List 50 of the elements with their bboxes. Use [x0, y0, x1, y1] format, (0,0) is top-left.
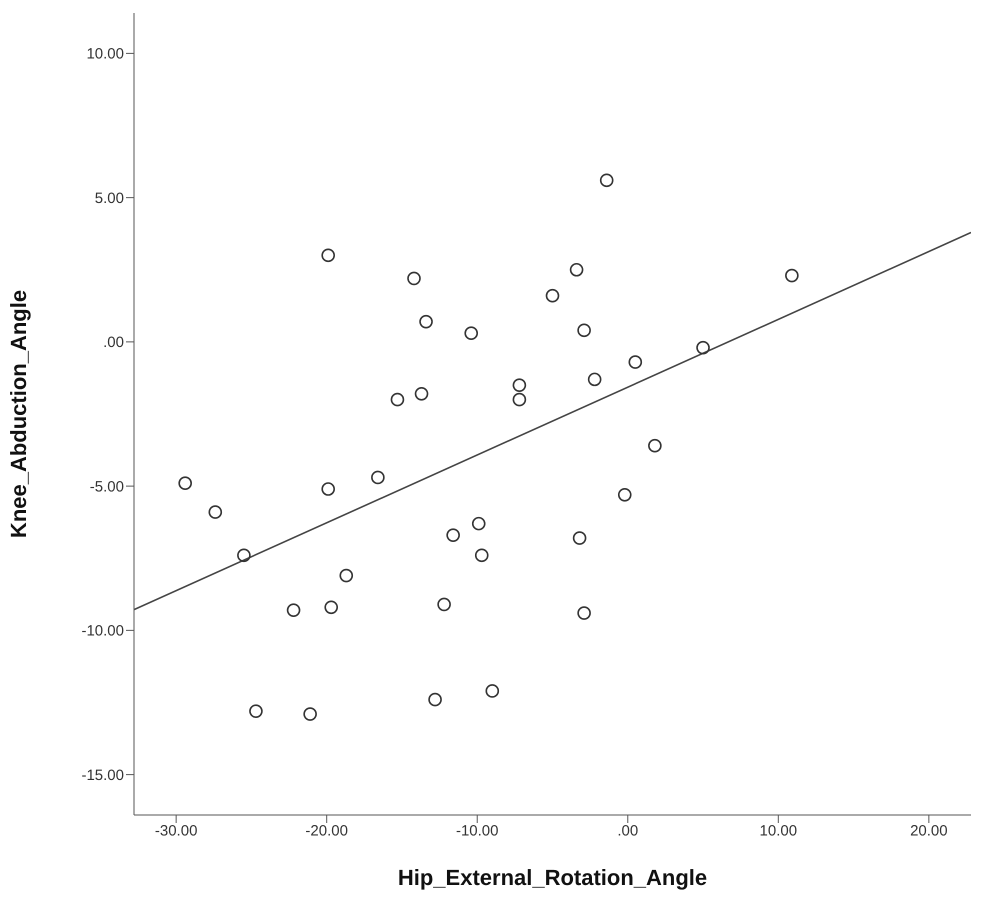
point [696, 340, 710, 354]
point [407, 272, 421, 286]
x-tick-label: -20.00 [305, 822, 348, 840]
point [474, 548, 489, 562]
point [286, 603, 300, 617]
point [321, 248, 335, 262]
point [546, 288, 560, 303]
x-tick-label: 10.00 [760, 822, 798, 840]
y-tick-label: .00 [103, 334, 124, 352]
y-tick-label: 5.00 [94, 190, 124, 207]
y-tick-label: -10.00 [81, 622, 124, 640]
point [588, 372, 602, 386]
x-tick-label: -10.00 [456, 822, 499, 840]
point [472, 516, 486, 530]
point [321, 482, 335, 496]
point [249, 704, 263, 718]
point [303, 707, 317, 721]
point [237, 548, 251, 562]
y-tick-label: 10.00 [86, 46, 124, 63]
point [648, 438, 662, 453]
x-tick-label: .00 [617, 822, 638, 840]
point [437, 598, 451, 612]
x-tick-label: 20.00 [910, 822, 948, 840]
y-tick-label: -5.00 [90, 478, 124, 496]
point [628, 355, 642, 369]
x-axis-title: Hip_External_Rotation_Angle [398, 865, 708, 890]
point [512, 378, 526, 392]
y-axis-title: Knee_Abduction_Angle [6, 290, 31, 538]
point [446, 528, 460, 542]
point [785, 268, 799, 282]
point [485, 684, 500, 698]
point [178, 476, 192, 490]
point [600, 174, 614, 188]
point [464, 326, 478, 340]
point [324, 600, 338, 614]
point [428, 692, 442, 706]
point [419, 314, 433, 328]
point [512, 392, 526, 406]
point [570, 262, 584, 277]
point [390, 392, 404, 406]
point [572, 531, 586, 545]
point [414, 387, 428, 401]
point [618, 488, 632, 502]
x-tick-label: -30.00 [154, 822, 198, 840]
point [339, 568, 354, 582]
y-tick-label: -15.00 [81, 766, 124, 784]
point [208, 505, 222, 519]
point [577, 324, 591, 338]
point [371, 470, 385, 484]
point [577, 606, 591, 620]
